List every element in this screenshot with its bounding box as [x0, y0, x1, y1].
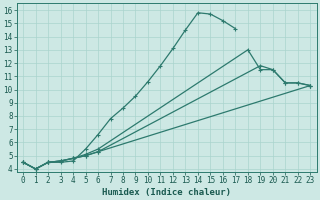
X-axis label: Humidex (Indice chaleur): Humidex (Indice chaleur): [102, 188, 231, 197]
